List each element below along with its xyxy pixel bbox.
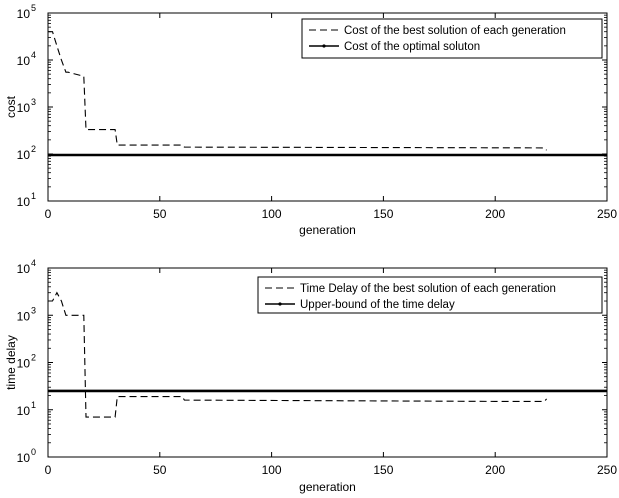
legend-entry-label: Upper-bound of the time delay	[300, 299, 455, 311]
y-tick-exponent: 4	[31, 50, 36, 60]
series-line-dashed	[48, 291, 548, 418]
y-tick-exponent: 2	[31, 144, 36, 154]
y-tick-exponent: 4	[31, 258, 36, 268]
y-tick-label: 10	[17, 357, 31, 371]
y-tick-exponent: 3	[31, 305, 36, 315]
y-tick-exponent: 1	[31, 191, 36, 201]
legend-entry-label: Cost of the optimal soluton	[344, 41, 480, 53]
x-tick-label: 50	[153, 207, 167, 221]
x-tick-label: 100	[262, 207, 282, 221]
x-axis-label: generation	[299, 480, 356, 494]
legend-marker	[278, 302, 282, 306]
y-tick-exponent: 5	[31, 3, 36, 13]
x-tick-label: 100	[262, 463, 282, 477]
x-tick-label: 150	[373, 207, 393, 221]
series-line-dashed	[48, 31, 548, 151]
x-tick-label: 250	[597, 463, 617, 477]
y-tick-label: 10	[17, 195, 31, 209]
legend-box	[301, 18, 603, 59]
y-tick-label: 10	[17, 309, 31, 323]
x-tick-label: 250	[597, 207, 617, 221]
x-axis-label: generation	[299, 223, 356, 237]
legend-entry-label: Cost of the best solution of each genera…	[344, 25, 566, 37]
x-tick-label: 200	[485, 207, 505, 221]
y-tick-label: 10	[17, 404, 31, 418]
x-tick-label: 200	[485, 463, 505, 477]
legend-entry-label: Time Delay of the best solution of each …	[300, 283, 556, 295]
y-tick-label: 10	[17, 451, 31, 465]
x-tick-label: 50	[153, 463, 167, 477]
y-tick-exponent: 3	[31, 97, 36, 107]
legend-box	[257, 276, 603, 314]
y-tick-label: 10	[17, 7, 31, 21]
x-tick-label: 0	[45, 463, 52, 477]
y-tick-label: 10	[17, 148, 31, 162]
y-tick-exponent: 1	[31, 400, 36, 410]
y-tick-label: 10	[17, 262, 31, 276]
x-tick-label: 150	[373, 463, 393, 477]
y-axis-label: cost	[4, 95, 18, 118]
x-tick-label: 0	[45, 207, 52, 221]
y-tick-label: 10	[17, 101, 31, 115]
y-tick-exponent: 0	[31, 447, 36, 457]
y-axis-label: time delay	[4, 335, 18, 390]
y-tick-label: 10	[17, 54, 31, 68]
y-tick-exponent: 2	[31, 353, 36, 363]
legend-marker	[322, 44, 326, 48]
